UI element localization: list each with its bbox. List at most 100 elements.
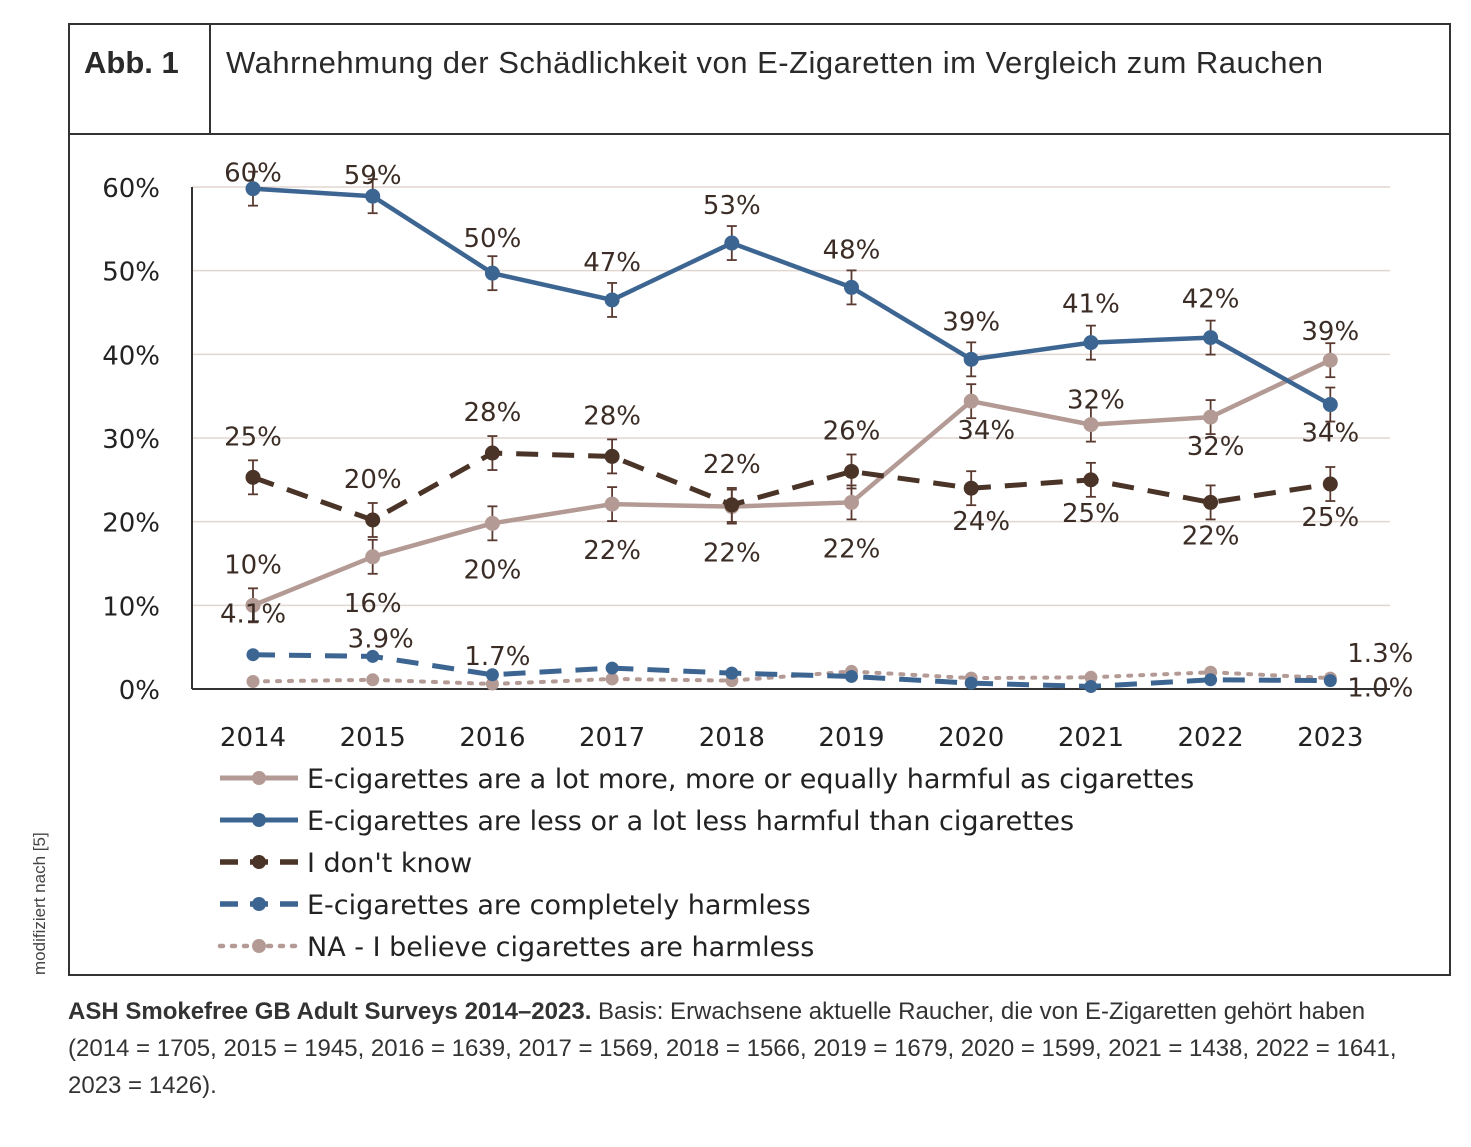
series-line	[252, 450, 1331, 523]
y-tick-label: 60%	[102, 174, 160, 204]
data-label: 39%	[942, 307, 1000, 337]
data-label: 1.0%	[1347, 674, 1413, 704]
data-label: 34%	[957, 416, 1015, 446]
data-point	[484, 515, 500, 531]
data-point	[1204, 673, 1218, 687]
data-label: 26%	[823, 416, 881, 446]
data-label: 42%	[1182, 285, 1240, 315]
data-label: 41%	[1062, 290, 1120, 320]
data-label: 22%	[583, 536, 641, 566]
data-label: 1.3%	[1347, 639, 1413, 669]
data-label: 53%	[703, 191, 761, 221]
data-label: 50%	[464, 224, 522, 254]
data-point	[246, 648, 260, 662]
data-point	[1322, 397, 1338, 413]
data-label: 39%	[1301, 317, 1359, 347]
data-label: 32%	[1067, 386, 1125, 416]
data-point	[245, 597, 261, 613]
series-line	[252, 186, 1332, 407]
data-label: 1.7%	[464, 642, 530, 672]
figure-header: Abb. 1 Wahrnehmung der Schädlichkeit von…	[70, 25, 1449, 135]
caption-bold: ASH Smokefree GB Adult Surveys 2014–2023…	[68, 998, 592, 1025]
data-point	[604, 496, 620, 512]
source-note: modifiziert nach [5]	[30, 832, 49, 975]
data-label: 22%	[823, 534, 881, 564]
legend-entry: NA - I believe cigarettes are harmless	[307, 932, 814, 963]
data-label: 28%	[464, 398, 522, 428]
legend-entry: E-cigarettes are less or a lot less harm…	[307, 806, 1074, 837]
data-label: 20%	[464, 555, 522, 585]
figure-frame: Abb. 1 Wahrnehmung der Schädlichkeit von…	[68, 23, 1451, 976]
data-point	[1083, 472, 1099, 488]
data-point	[245, 469, 261, 485]
data-point	[963, 393, 979, 409]
data-label: 34%	[1301, 419, 1359, 449]
data-point	[844, 494, 859, 510]
data-label: 32%	[1187, 432, 1245, 462]
data-point	[724, 497, 740, 513]
y-tick-label: 20%	[102, 509, 160, 539]
data-label: 10%	[224, 550, 282, 580]
legend-marker	[252, 855, 266, 869]
y-tick-label: 40%	[102, 341, 160, 371]
data-label: 47%	[583, 248, 641, 278]
y-tick-label: 50%	[102, 258, 160, 288]
data-label: 59%	[344, 161, 402, 191]
data-label: 60%	[224, 159, 282, 189]
data-point	[605, 672, 619, 686]
x-tick-label: 2014	[220, 723, 286, 753]
x-tick-label: 2019	[818, 723, 884, 753]
data-point	[484, 265, 500, 281]
legend-marker	[252, 771, 266, 785]
data-point	[963, 351, 979, 367]
x-tick-label: 2015	[340, 723, 406, 753]
legend-entry: E-cigarettes are completely harmless	[307, 890, 811, 921]
line-chart: 0% 10% 20% 30% 40% 50% 60% 2014 2015 2016 2017 2018…	[102, 159, 1413, 963]
data-point	[1084, 679, 1098, 693]
series-line	[252, 358, 1332, 608]
data-point	[365, 549, 381, 565]
figure-title: Wahrnehmung der Schädlichkeit von E-Ziga…	[226, 45, 1324, 80]
data-point	[485, 668, 499, 682]
data-point	[485, 677, 499, 691]
series-line	[252, 652, 1331, 689]
data-label: 25%	[1301, 503, 1359, 533]
data-point	[1084, 670, 1098, 684]
y-tick-label: 10%	[102, 592, 160, 622]
data-point	[1083, 335, 1099, 351]
data-label: 4.1%	[220, 600, 286, 630]
data-label: 16%	[344, 589, 402, 619]
data-point	[365, 512, 381, 528]
data-point	[1203, 494, 1219, 510]
data-label: 3.9%	[348, 624, 414, 654]
figure-caption: ASH Smokefree GB Adult Surveys 2014–2023…	[68, 993, 1428, 1104]
data-point	[964, 676, 978, 690]
data-point	[1323, 674, 1337, 688]
data-label: 24%	[952, 507, 1010, 537]
x-tick-label: 2017	[579, 723, 645, 753]
legend-entry: I don't know	[307, 848, 472, 879]
data-label: 25%	[224, 422, 282, 452]
data-point	[484, 445, 500, 461]
data-point	[366, 673, 380, 687]
data-point	[1322, 476, 1338, 492]
data-point	[604, 292, 620, 308]
data-label: 48%	[823, 235, 881, 265]
data-label: 28%	[583, 401, 641, 431]
data-point	[245, 181, 261, 197]
caption-text: Basis: Erwachsene aktuelle Raucher, die …	[68, 998, 1397, 1099]
data-label: 22%	[703, 450, 761, 480]
data-point	[246, 674, 260, 688]
data-label: 22%	[703, 539, 761, 569]
data-point	[365, 188, 381, 204]
data-point	[845, 669, 858, 683]
legend-marker	[252, 939, 266, 953]
x-tick-label: 2016	[459, 723, 525, 753]
data-point	[1083, 417, 1099, 433]
data-point	[604, 448, 620, 464]
legend-marker	[252, 897, 266, 911]
data-point	[724, 235, 740, 251]
data-point	[844, 463, 859, 479]
y-tick-label: 0%	[119, 676, 160, 706]
data-label: 22%	[1182, 521, 1240, 551]
